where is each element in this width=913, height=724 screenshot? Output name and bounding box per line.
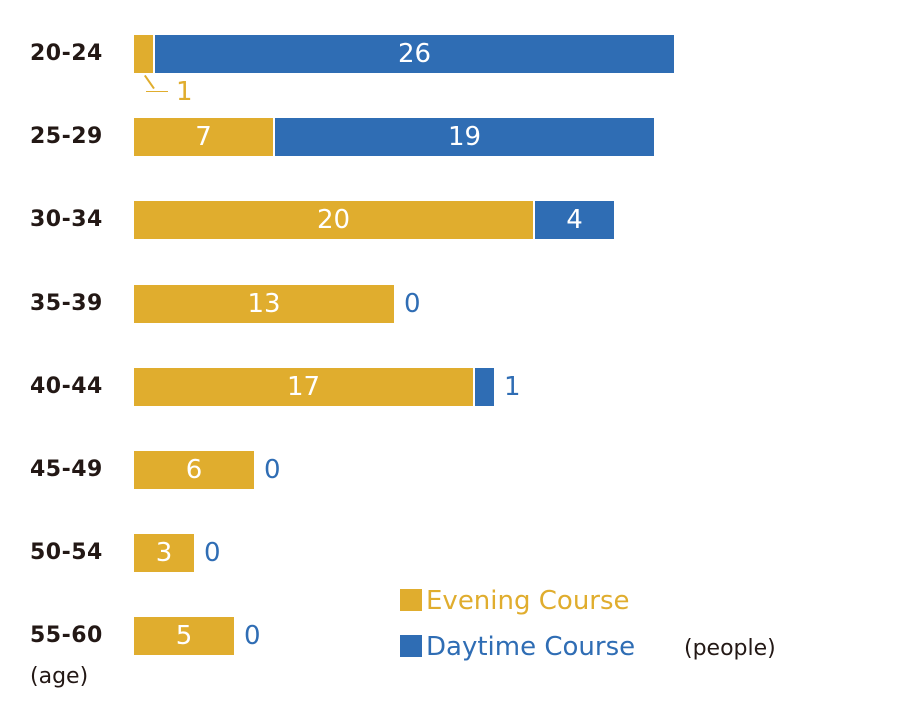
- bar-evening: [134, 35, 153, 73]
- legend-daytime-label: Daytime Course: [426, 632, 636, 662]
- category-label: 35-39: [30, 291, 103, 316]
- bar-evening: 13: [134, 285, 394, 323]
- category-label: 45-49: [30, 457, 103, 482]
- bar-evening: 7: [134, 118, 273, 156]
- bar-evening: 6: [134, 451, 254, 489]
- category-label: 25-29: [30, 124, 103, 149]
- daytime-value-label: 0: [204, 538, 221, 568]
- daytime-value-label: 1: [504, 372, 521, 402]
- category-label: 30-34: [30, 207, 103, 232]
- legend-evening-label: Evening Course: [426, 586, 630, 616]
- legend-evening: Evening Course: [400, 586, 630, 616]
- evening-leader-line: [146, 77, 168, 92]
- bar-daytime: [475, 368, 494, 406]
- evening-value-label: 1: [176, 77, 193, 107]
- people-unit-label: (people): [684, 636, 776, 661]
- category-label: 50-54: [30, 540, 103, 565]
- category-label: 20-24: [30, 41, 103, 66]
- daytime-value-label: 0: [244, 621, 261, 651]
- bar-daytime: 19: [275, 118, 654, 156]
- age-unit-label: (age): [30, 664, 89, 689]
- legend-daytime: Daytime Course: [400, 632, 635, 662]
- bar-evening: 3: [134, 534, 194, 572]
- category-label: 55-60: [30, 623, 103, 648]
- legend-evening-swatch: [400, 589, 422, 611]
- category-label: 40-44: [30, 374, 103, 399]
- bar-evening: 17: [134, 368, 473, 406]
- bar-evening: 20: [134, 201, 533, 239]
- daytime-value-label: 0: [404, 289, 421, 319]
- bar-daytime: 4: [535, 201, 614, 239]
- daytime-value-label: 0: [264, 455, 281, 485]
- bar-daytime: 26: [155, 35, 674, 73]
- legend-daytime-swatch: [400, 635, 422, 657]
- bar-evening: 5: [134, 617, 234, 655]
